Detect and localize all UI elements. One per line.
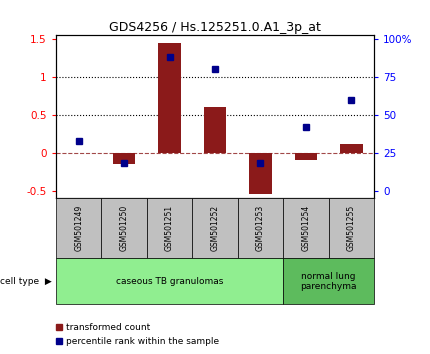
Bar [147, 198, 192, 258]
Bar [113, 153, 135, 164]
Bar [283, 198, 329, 258]
Text: GSM501254: GSM501254 [301, 205, 310, 251]
Text: GSM501253: GSM501253 [256, 205, 265, 251]
Bar [56, 198, 101, 258]
Bar [340, 144, 363, 153]
Bar [238, 198, 283, 258]
Text: GSM501249: GSM501249 [74, 205, 83, 251]
Bar [295, 153, 317, 160]
Text: cell type  ▶: cell type ▶ [0, 277, 52, 286]
Text: caseous TB granulomas: caseous TB granulomas [116, 277, 223, 286]
Text: GSM501255: GSM501255 [347, 205, 356, 251]
Bar [283, 258, 374, 304]
Bar [329, 198, 374, 258]
Bar [158, 43, 181, 153]
Bar [56, 258, 283, 304]
Title: GDS4256 / Hs.125251.0.A1_3p_at: GDS4256 / Hs.125251.0.A1_3p_at [109, 21, 321, 34]
Text: GSM501252: GSM501252 [211, 205, 219, 251]
Text: GSM501251: GSM501251 [165, 205, 174, 251]
Bar [204, 107, 226, 153]
Text: normal lung
parenchyma: normal lung parenchyma [301, 272, 357, 291]
Bar [101, 198, 147, 258]
Bar [249, 153, 272, 194]
Text: GSM501250: GSM501250 [120, 205, 129, 251]
Bar [192, 198, 238, 258]
Legend: transformed count, percentile rank within the sample: transformed count, percentile rank withi… [52, 320, 223, 349]
